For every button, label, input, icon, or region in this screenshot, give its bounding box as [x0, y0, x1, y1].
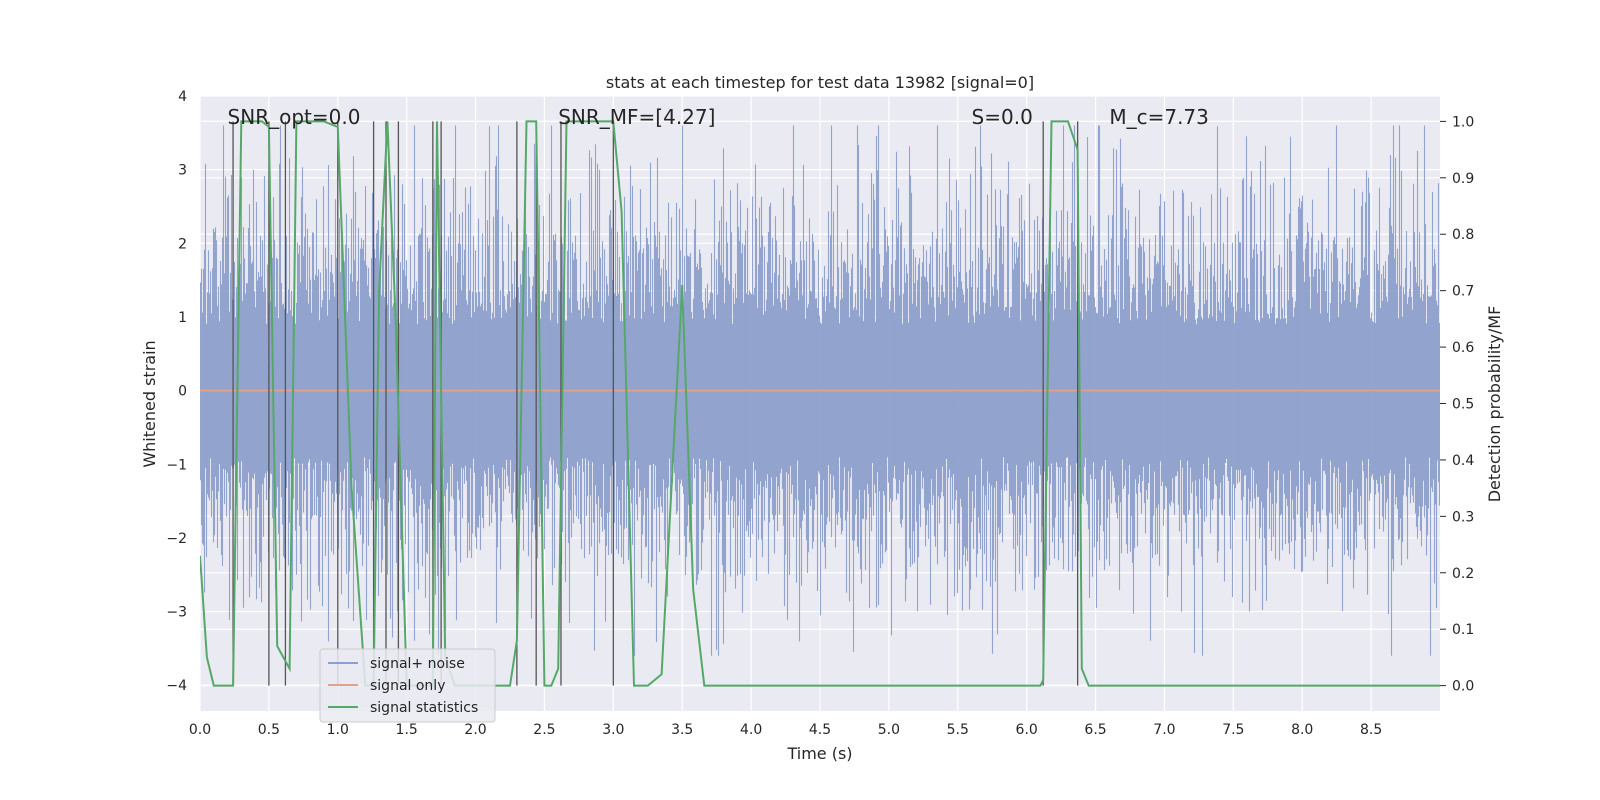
- x-tick-label: 6.5: [1084, 722, 1106, 738]
- legend: signal+ noise signal only signal statist…: [319, 648, 496, 723]
- x-tick-label: 5.0: [878, 722, 900, 738]
- y-axis-label: Whitened strain: [140, 340, 159, 467]
- y2-axis-label: Detection probability/MF: [1485, 306, 1504, 503]
- annotation: SNR_MF=[4.27]: [558, 105, 715, 129]
- y-tick-label: 0: [178, 384, 187, 400]
- vertical-marker-lines: [232, 121, 1079, 686]
- series-signal-statistics: [200, 120, 1440, 687]
- y2-tick-label: 0.1: [1452, 622, 1474, 638]
- x-tick-label: 7.0: [1153, 722, 1175, 738]
- x-tick-label: 8.5: [1360, 722, 1382, 738]
- legend-label-signal-noise: signal+ noise: [370, 656, 465, 672]
- y-tick-label: 2: [178, 236, 187, 252]
- legend-box: [319, 648, 496, 723]
- y-tick-label: 1: [178, 310, 187, 326]
- x-tick-label: 4.0: [740, 722, 762, 738]
- y2-tick-label: 0.8: [1452, 227, 1474, 243]
- x-tick-label: 7.5: [1222, 722, 1244, 738]
- legend-label-signal-only: signal only: [370, 678, 445, 694]
- y2-tick-labels: 1.0 0.9 0.8 0.7 0.6 0.5 0.4 0.3 0.2 0.1 0.0: [1440, 114, 1474, 695]
- x-tick-label: 3.5: [671, 722, 693, 738]
- y2-tick-label: 0.2: [1452, 566, 1474, 582]
- y2-tick-label: 0.3: [1452, 509, 1474, 525]
- y2-tick-label: 1.0: [1452, 114, 1474, 130]
- y-tick-label: −3: [166, 605, 187, 621]
- y-tick-labels: 4 3 2 1 0 −1 −2 −3 −4: [166, 89, 187, 694]
- x-tick-label: 8.0: [1291, 722, 1313, 738]
- y2-tick-label: 0.6: [1452, 340, 1474, 356]
- x-tick-label: 6.0: [1016, 722, 1038, 738]
- y2-tick-label: 0.0: [1452, 679, 1474, 695]
- x-tick-label: 0.0: [189, 722, 211, 738]
- x-tick-label: 3.0: [602, 722, 624, 738]
- x-tick-label: 2.5: [533, 722, 555, 738]
- annotations: SNR_opt=0.0 SNR_MF=[4.27] S=0.0 M_c=7.73: [228, 105, 1209, 129]
- y-tick-label: 4: [178, 89, 187, 105]
- legend-label-signal-statistics: signal statistics: [370, 700, 478, 716]
- x-tick-labels: 0.0 0.5 1.0 1.5 2.0 2.5 3.0 3.5 4.0 4.5 5.0 5.5 6.0 6…: [189, 722, 1382, 738]
- y2-tick-label: 0.9: [1452, 171, 1474, 187]
- annotation: SNR_opt=0.0: [228, 105, 361, 129]
- annotation: M_c=7.73: [1109, 105, 1209, 129]
- y2-tick-label: 0.4: [1452, 453, 1474, 469]
- x-tick-label: 5.5: [947, 722, 969, 738]
- y-tick-label: −1: [166, 457, 187, 473]
- chart-title: stats at each timestep for test data 139…: [606, 73, 1034, 92]
- x-tick-label: 2.0: [464, 722, 486, 738]
- x-axis-label: Time (s): [786, 744, 852, 763]
- x-tick-label: 4.5: [809, 722, 831, 738]
- y-tick-label: 3: [178, 163, 187, 179]
- y-tick-label: −2: [166, 531, 187, 547]
- y-tick-label: −4: [166, 678, 187, 694]
- x-tick-label: 1.0: [327, 722, 349, 738]
- y2-tick-label: 0.5: [1452, 397, 1474, 413]
- annotation: S=0.0: [972, 105, 1033, 129]
- x-tick-label: 1.5: [396, 722, 418, 738]
- x-tick-label: 0.5: [258, 722, 280, 738]
- y2-tick-label: 0.7: [1452, 284, 1474, 300]
